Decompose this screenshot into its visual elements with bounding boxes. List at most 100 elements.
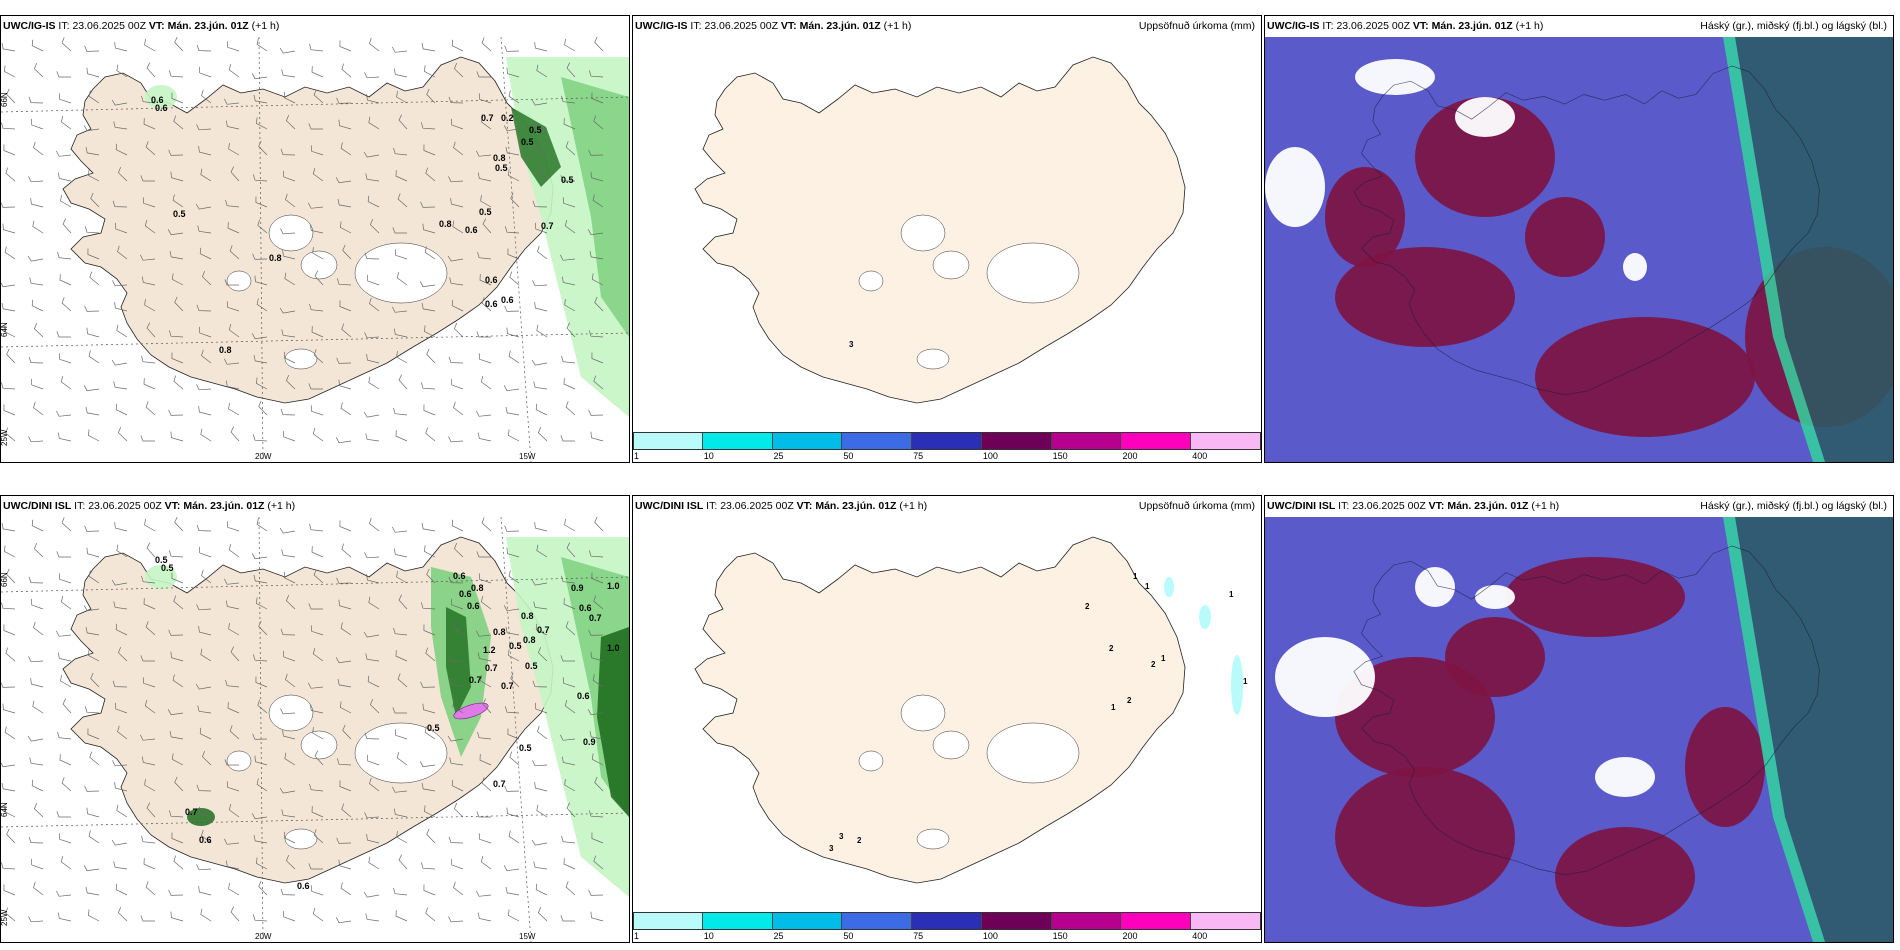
wind-value-label: 0.6 [501, 295, 514, 305]
wind-value-label: 0.7 [481, 113, 494, 123]
vt-label: VT: [796, 500, 813, 512]
it-value: 23.06.2025 00Z [720, 500, 794, 512]
panel-precip-r1: UWC/IG-IS IT: 23.06.2025 00Z VT: Mán. 23… [632, 15, 1262, 463]
wind-value-label: 0.6 [579, 603, 592, 613]
wind-value-label: 0.5 [509, 641, 522, 651]
wind-value-label: 0.5 [529, 125, 542, 135]
cloud-title: Háský (gr.), miðský (fj.bl.) og lágský (… [1700, 500, 1887, 512]
wind-value-label: 1.0 [607, 643, 620, 653]
forecast-offset: (+1 h) [1515, 20, 1544, 32]
wind-value-label: 0.6 [151, 95, 164, 105]
precip-value-label: 2 [1085, 602, 1090, 611]
lon-label-25: 25W [1, 429, 9, 446]
precip-colorbar: 1 10 25 50 75 100 150 200 400 [633, 912, 1261, 942]
colorbar-swatch [981, 912, 1052, 930]
colorbar-swatch [633, 432, 703, 450]
colorbar-swatch [1121, 912, 1192, 930]
precip-map: 3 [694, 56, 1186, 404]
forecast-offset: (+1 h) [1531, 500, 1560, 512]
it-label: IT: [690, 20, 702, 32]
wind-value-label: 1.2 [483, 645, 496, 655]
colorbar-tick: 50 [843, 931, 854, 941]
wind-value-label: 0.5 [561, 175, 574, 185]
model-name: UWC/IG-IS [3, 20, 56, 32]
wind-value-label: 0.5 [521, 137, 534, 147]
lon-label-20: 20W [255, 452, 272, 461]
vt-label: VT: [1412, 20, 1429, 32]
vt-value: Mán. 23.jún. 01Z [167, 20, 249, 32]
panel-header: UWC/IG-IS IT: 23.06.2025 00Z VT: Mán. 23… [1265, 16, 1893, 37]
wind-value-label: 0.5 [155, 555, 168, 565]
lon-label-20: 20W [255, 932, 272, 941]
panel-wind-r1: UWC/IG-IS IT: 23.06.2025 00Z VT: Mán. 23… [0, 15, 630, 463]
precip-value-label: 2 [1151, 660, 1156, 669]
cloud-map [1265, 37, 1893, 462]
precip-value-label: 2 [1109, 644, 1114, 653]
panel-precip-r2: UWC/DINI ISL IT: 23.06.2025 00Z VT: Mán.… [632, 495, 1262, 943]
it-value: 23.06.2025 00Z [704, 20, 778, 32]
precip-value-label: 1 [1133, 572, 1138, 581]
wind-value-label: 0.5 [479, 207, 492, 217]
it-value: 23.06.2025 00Z [72, 20, 146, 32]
it-label: IT: [74, 500, 86, 512]
colorbar-tick: 150 [1052, 931, 1068, 941]
wind-value-label: 0.7 [541, 221, 554, 231]
wind-value-label: 0.5 [427, 723, 440, 733]
colorbar-swatch [1051, 912, 1122, 930]
lat-label-64: 64N [1, 802, 9, 817]
colorbar-tick: 150 [1052, 451, 1068, 461]
panel-header: UWC/DINI ISL IT: 23.06.2025 00Z VT: Mán.… [1265, 496, 1893, 517]
precip-value-label: 1 [1111, 703, 1116, 712]
colorbar-tick: 200 [1122, 931, 1138, 941]
wind-value-label: 0.6 [577, 691, 590, 701]
colorbar-tick: 25 [773, 931, 784, 941]
colorbar-tick: 10 [703, 451, 714, 461]
panel-header: UWC/DINI ISL IT: 23.06.2025 00Z VT: Mán.… [633, 496, 1261, 517]
model-name: UWC/DINI ISL [3, 500, 72, 512]
wind-value-label: 0.6 [199, 835, 212, 845]
colorbar-swatch [633, 912, 703, 930]
wind-value-label: 0.8 [471, 583, 484, 593]
precip-colorbar: 1 10 25 50 75 100 150 200 400 [633, 432, 1261, 462]
wind-value-label: 0.5 [495, 163, 508, 173]
colorbar-tick: 400 [1192, 931, 1208, 941]
vt-value: Mán. 23.jún. 01Z [815, 500, 897, 512]
wind-value-label: 0.6 [467, 601, 480, 611]
colorbar-tick: 100 [982, 931, 998, 941]
it-label: IT: [58, 20, 70, 32]
wind-value-label: 0.9 [571, 583, 584, 593]
vt-value: Mán. 23.jún. 01Z [1447, 500, 1529, 512]
wind-value-label: 0.8 [493, 153, 506, 163]
wind-value-label: 0.6 [297, 881, 310, 891]
colorbar-tick: 200 [1122, 451, 1138, 461]
colorbar-swatch [772, 432, 843, 450]
colorbar-tick: 50 [843, 451, 854, 461]
model-name: UWC/DINI ISL [635, 500, 704, 512]
wind-value-label: 0.8 [439, 219, 452, 229]
precip-value-label: 3 [829, 844, 834, 853]
wind-value-label: 0.8 [219, 345, 232, 355]
precip-value-label: 3 [849, 340, 854, 349]
wind-value-label: 0.7 [185, 807, 198, 817]
wind-map: 0.60.60.50.80.80.7 0.20.50.50.80.50.50.70… [1, 37, 629, 462]
panel-wind-r2: UWC/DINI ISL IT: 23.06.2025 00Z VT: Mán.… [0, 495, 630, 943]
vt-label: VT: [780, 20, 797, 32]
wind-value-label: 0.5 [519, 743, 532, 753]
wind-value-label: 0.6 [485, 275, 498, 285]
forecast-offset: (+1 h) [883, 20, 912, 32]
wind-value-label: 0.7 [537, 625, 550, 635]
model-name: UWC/IG-IS [1267, 20, 1320, 32]
wind-value-label: 0.9 [583, 737, 596, 747]
colorbar-swatch [772, 912, 843, 930]
wind-value-label: 0.5 [525, 661, 538, 671]
wind-value-label: 0.6 [453, 571, 466, 581]
lat-label-66: 66N [1, 92, 9, 107]
panel-header: UWC/IG-IS IT: 23.06.2025 00Z VT: Mán. 23… [633, 16, 1261, 37]
colorbar-swatch [842, 432, 913, 450]
precip-value-label: 2 [857, 836, 862, 845]
wind-value-label: 0.8 [493, 627, 506, 637]
precip-value-label: 2 [1127, 696, 1132, 705]
colorbar-tick: 400 [1192, 451, 1208, 461]
vt-value: Mán. 23.jún. 01Z [799, 20, 881, 32]
